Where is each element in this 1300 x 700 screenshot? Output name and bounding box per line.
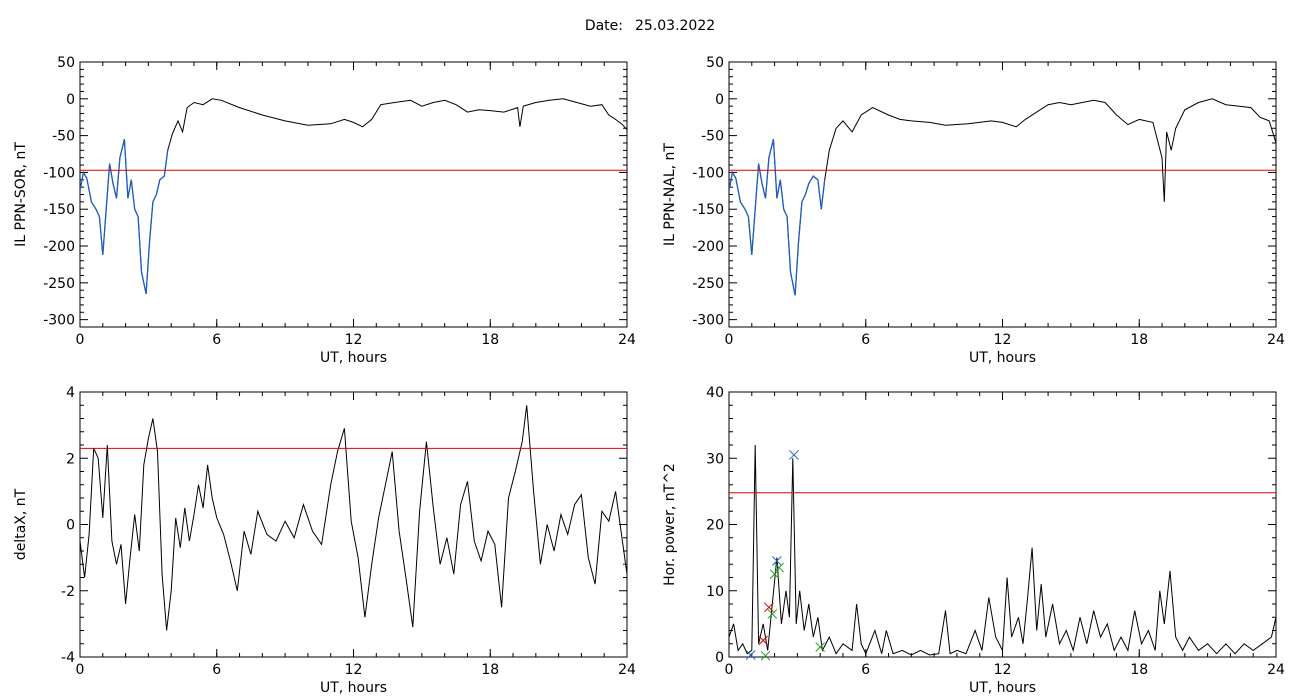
x-axis-label: UT, hours: [969, 350, 1036, 366]
x-tick-label: 18: [1130, 662, 1148, 678]
marker-stroke: [789, 450, 799, 460]
marker-stroke: [774, 562, 784, 573]
x-tick-label: 6: [212, 332, 221, 348]
date-label: Date:: [584, 18, 623, 34]
marker-blue: [745, 650, 756, 660]
x-tick-label: 0: [725, 332, 734, 348]
y-tick-label: 10: [706, 584, 724, 600]
y-tick-label: 0: [66, 518, 75, 534]
plot-frame: [728, 61, 1277, 328]
marker-stroke: [760, 650, 771, 661]
panel-deltax: 0 6 12 18 24 4 2 0 -2 -4 UT, hours deltaX, nT: [13, 385, 636, 696]
x-tick-label: 18: [1130, 332, 1148, 348]
y-axis-label: deltaX, nT: [13, 488, 29, 560]
plot-frame: [79, 61, 628, 328]
x-tick-label: 24: [1267, 332, 1285, 348]
marker-green: [760, 650, 771, 661]
plot-frame: [79, 391, 628, 658]
y-tick-label: -50: [52, 129, 75, 145]
x-axis-label: UT, hours: [969, 680, 1036, 696]
x-tick-label: 18: [481, 332, 499, 348]
y-tick-label: 50: [57, 55, 75, 71]
y-tick-label: -150: [692, 202, 724, 218]
x-tick-label: 24: [618, 662, 636, 678]
y-tick-label: 0: [715, 92, 724, 108]
y-tick-label: 30: [706, 451, 724, 467]
x-axis-label: UT, hours: [320, 680, 387, 696]
y-axis-label: Hor. power, nT^2: [662, 463, 678, 586]
highlight-line: [729, 139, 826, 296]
series-line: [80, 405, 627, 631]
y-tick-label: -250: [692, 276, 724, 292]
y-tick-label: -200: [692, 239, 724, 255]
x-tick-label: 24: [1267, 662, 1285, 678]
panel-il-ppn-sor: 0 6 12 18 24 50 0 -50 -100 -150 -200 -250 -300 UT, ho…: [13, 55, 636, 366]
marker-stroke: [772, 556, 782, 566]
marker-stroke: [745, 650, 756, 660]
y-tick-label: 0: [66, 92, 75, 108]
x-tick-label: 0: [76, 332, 85, 348]
x-tick-label: 0: [76, 662, 85, 678]
y-tick-label: 20: [706, 518, 724, 534]
panel-il-ppn-nal: 0 6 12 18 24 50 0 -50 -100 -150 -200 -250 -300 UT, ho…: [662, 55, 1285, 366]
x-tick-label: 6: [861, 332, 870, 348]
marker-green: [769, 569, 780, 580]
panel-hor-power: 0 6 12 18 24 40 30 20 10 0 UT, hours Hor. power, nT…: [662, 385, 1285, 696]
series-line: [729, 444, 1276, 656]
y-tick-label: -4: [61, 650, 75, 666]
marker-stroke: [758, 635, 769, 646]
y-tick-label: -250: [43, 276, 75, 292]
y-tick-label: -300: [43, 313, 75, 329]
date-title: Date: 25.03.2022: [0, 18, 1300, 34]
marker-red: [764, 602, 774, 613]
marker-green: [815, 642, 826, 652]
y-axis-label: IL PPN-NAL, nT: [662, 143, 678, 246]
x-tick-label: 12: [994, 332, 1012, 348]
y-tick-label: -150: [43, 202, 75, 218]
marker-stroke: [764, 602, 774, 613]
marker-green: [774, 562, 784, 573]
y-tick-label: -100: [43, 165, 75, 181]
marker-blue: [772, 556, 782, 566]
x-axis-label: UT, hours: [320, 350, 387, 366]
y-tick-label: -100: [692, 165, 724, 181]
y-tick-label: -2: [61, 584, 75, 600]
marker-red: [758, 635, 769, 646]
y-tick-label: -200: [43, 239, 75, 255]
marker-stroke: [815, 642, 826, 652]
y-tick-label: 50: [706, 55, 724, 71]
date-value: 25.03.2022: [635, 18, 716, 34]
y-tick-label: 0: [715, 650, 724, 666]
marker-blue: [789, 450, 799, 460]
series-line: [80, 98, 627, 295]
y-tick-label: 2: [66, 451, 75, 467]
x-tick-label: 12: [994, 662, 1012, 678]
marker-green: [767, 609, 778, 619]
x-tick-label: 24: [618, 332, 636, 348]
x-tick-label: 12: [345, 332, 363, 348]
marker-stroke: [767, 609, 778, 619]
y-tick-label: 4: [66, 385, 75, 401]
x-tick-label: 6: [861, 662, 870, 678]
y-tick-label: 40: [706, 385, 724, 401]
y-tick-label: -300: [692, 313, 724, 329]
y-axis-label: IL PPN-SOR, nT: [13, 142, 29, 247]
marker-stroke: [769, 569, 780, 580]
x-tick-label: 12: [345, 662, 363, 678]
x-tick-label: 6: [212, 662, 221, 678]
series-line: [729, 98, 1276, 296]
x-tick-label: 18: [481, 662, 499, 678]
y-tick-label: -50: [701, 129, 724, 145]
highlight-line: [80, 139, 169, 295]
x-tick-label: 0: [725, 662, 734, 678]
